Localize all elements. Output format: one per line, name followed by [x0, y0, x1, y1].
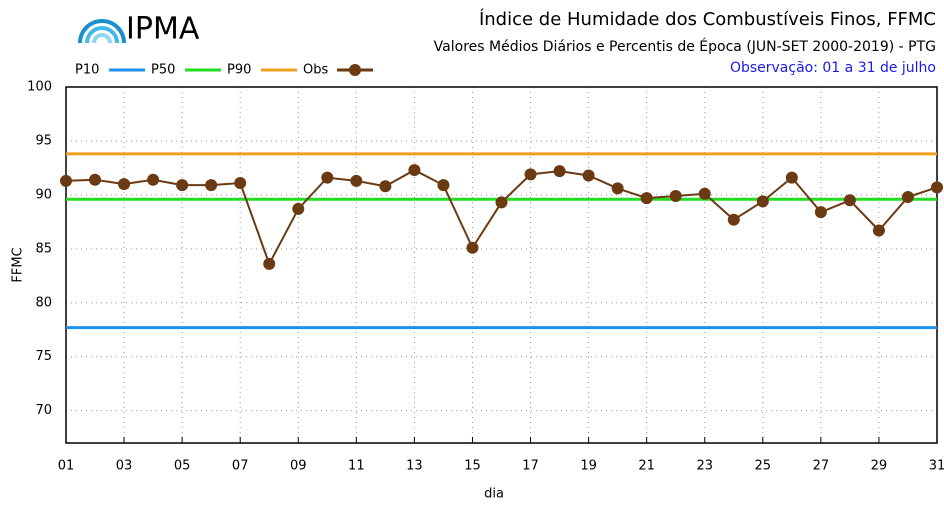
legend-label: Obs — [303, 63, 328, 78]
obs-point — [176, 179, 189, 192]
obs-point — [931, 181, 943, 194]
legend-label: P90 — [227, 63, 251, 78]
x-tick-label: 01 — [58, 459, 75, 474]
obs-point — [553, 165, 566, 178]
x-tick-label: 15 — [464, 459, 481, 474]
legend-label: P10 — [75, 63, 99, 78]
x-tick-label: 07 — [232, 459, 249, 474]
x-tick-label: 13 — [406, 459, 423, 474]
obs-point — [843, 194, 856, 207]
chart-title: Índice de Humidade dos Combustíveis Fino… — [479, 8, 936, 30]
obs-point — [901, 191, 914, 204]
obs-point — [60, 174, 72, 187]
obs-point — [321, 171, 334, 184]
chart-note: Observação: 01 a 31 de julho — [730, 60, 936, 76]
obs-point — [292, 202, 305, 215]
legend-marker — [349, 64, 361, 76]
obs-point — [118, 178, 131, 191]
x-tick-label: 29 — [871, 459, 888, 474]
y-tick-label: 90 — [35, 187, 52, 202]
x-tick-label: 11 — [348, 459, 365, 474]
x-tick-label: 19 — [580, 459, 597, 474]
obs-point — [234, 177, 247, 190]
obs-point — [263, 257, 276, 270]
obs-point — [408, 164, 421, 177]
obs-point — [205, 179, 218, 192]
obs-point — [524, 168, 537, 181]
obs-point — [872, 224, 885, 237]
obs-point — [466, 241, 479, 254]
y-tick-label: 80 — [35, 295, 52, 310]
obs-point — [814, 206, 827, 219]
x-tick-label: 31 — [929, 459, 944, 474]
x-tick-label: 05 — [174, 459, 191, 474]
y-axis-label: FFMC — [11, 247, 26, 282]
y-tick-label: 70 — [35, 403, 52, 418]
obs-line — [65, 168, 938, 267]
x-tick-label: 09 — [290, 459, 307, 474]
obs-point — [379, 180, 392, 193]
obs-point — [147, 173, 160, 186]
y-tick-label: 95 — [35, 133, 52, 148]
obs-point — [727, 213, 740, 226]
obs-point — [669, 189, 682, 202]
plot-frame — [65, 86, 938, 444]
x-tick-label: 25 — [755, 459, 772, 474]
x-tick-label: 21 — [638, 459, 655, 474]
y-tick-label: 85 — [35, 241, 52, 256]
obs-point — [89, 173, 102, 186]
obs-point — [437, 179, 450, 192]
obs-point — [611, 182, 624, 195]
y-tick-label: 75 — [35, 349, 52, 364]
x-tick-label: 27 — [813, 459, 830, 474]
logo-text: IPMA — [126, 12, 200, 47]
x-tick-label: 23 — [696, 459, 713, 474]
obs-point — [495, 196, 508, 209]
logo-icon — [78, 19, 126, 44]
obs-point — [640, 192, 653, 205]
obs-point — [350, 174, 363, 187]
obs-point — [582, 169, 595, 182]
obs-point — [698, 187, 711, 200]
obs-point — [785, 171, 798, 184]
chart-subtitle: Valores Médios Diários e Percentis de Ép… — [434, 38, 936, 55]
x-tick-label: 03 — [116, 459, 133, 474]
x-axis-label: dia — [484, 487, 504, 502]
x-tick-label: 17 — [522, 459, 539, 474]
y-tick-label: 100 — [27, 80, 52, 95]
legend-label: P50 — [151, 63, 175, 78]
obs-point — [756, 195, 769, 208]
